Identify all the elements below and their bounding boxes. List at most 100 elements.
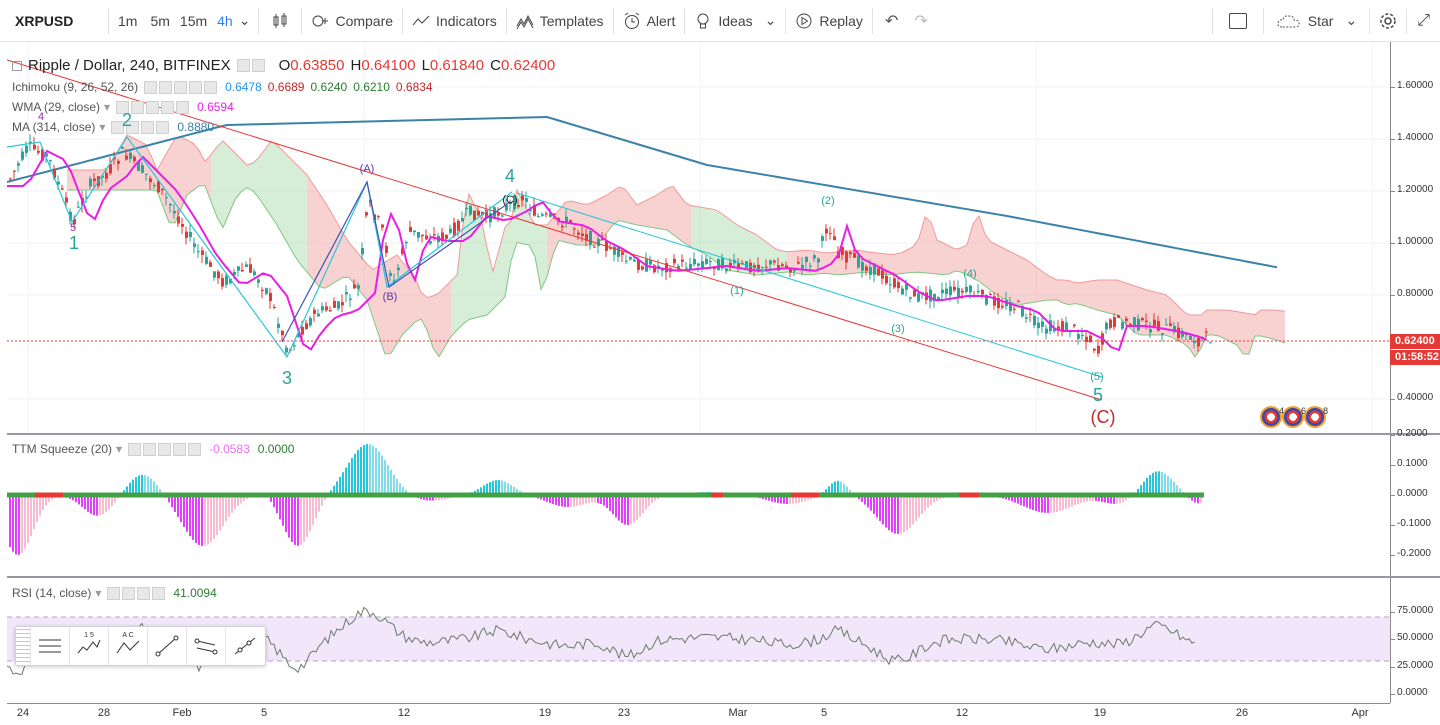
more-icon[interactable]: [173, 442, 187, 456]
close-icon[interactable]: [188, 442, 202, 456]
abc-pattern-tool[interactable]: A C: [108, 627, 147, 665]
star-button[interactable]: Star ⌄: [1264, 0, 1369, 42]
source-icon[interactable]: [158, 442, 172, 456]
rsi-axis[interactable]: 75.0000 50.0000 25.0000 0.0000: [1390, 578, 1440, 703]
wave-sublabel-5b[interactable]: (5): [1090, 371, 1104, 383]
close-icon[interactable]: [204, 80, 218, 94]
squeeze-bar: [27, 495, 29, 544]
wave-label-2[interactable]: 2: [121, 110, 133, 130]
source-icon[interactable]: [146, 100, 160, 114]
timeframe-15m[interactable]: 15m: [179, 12, 208, 29]
chevron-down-icon[interactable]: ▾: [116, 442, 123, 456]
replay-button[interactable]: Replay: [786, 0, 872, 42]
wave-sublabel-b[interactable]: (B): [382, 291, 398, 303]
wave-sublabel-3[interactable]: (3): [891, 323, 905, 335]
wave-label-5[interactable]: 5: [1092, 385, 1104, 405]
close-icon[interactable]: [156, 120, 170, 134]
timeframe-dropdown[interactable]: ⌄: [237, 0, 259, 42]
undo-button[interactable]: ↶: [873, 0, 906, 42]
wave-sublabel-c[interactable]: (C): [502, 194, 518, 206]
drag-handle[interactable]: [16, 627, 30, 665]
close-icon[interactable]: [176, 100, 190, 114]
timeframe-5m[interactable]: 5m: [150, 12, 170, 29]
compare-button[interactable]: Compare: [302, 0, 402, 42]
symbol-search[interactable]: XRPUSD: [15, 12, 74, 29]
settings-icon[interactable]: [143, 442, 157, 456]
squeeze-bar: [501, 480, 503, 495]
timeframe-4h[interactable]: 4h: [217, 12, 233, 29]
timeframe-1m[interactable]: 1m: [118, 12, 138, 29]
settings-icon[interactable]: [251, 59, 265, 72]
eye-icon[interactable]: [128, 442, 142, 456]
squeeze-bar: [333, 485, 335, 495]
wave-sublabel-5[interactable]: 5: [69, 222, 77, 234]
squeeze-bar: [1161, 471, 1163, 495]
squeeze-dot: [563, 492, 568, 498]
squeeze-bar: [885, 495, 887, 528]
pane-divider[interactable]: [7, 576, 1440, 578]
wave-label-3[interactable]: 3: [281, 368, 293, 388]
indicators-button[interactable]: Indicators: [403, 0, 506, 42]
ideas-button[interactable]: Ideas ⌄: [685, 0, 785, 42]
price-axis[interactable]: 1.60000 1.40000 1.20000 1.00000 0.80000 0.400…: [1390, 42, 1440, 433]
flag-icon[interactable]: [1304, 406, 1327, 428]
chevron-down-icon[interactable]: ▾: [95, 586, 102, 600]
settings-icon[interactable]: [159, 80, 173, 94]
more-icon[interactable]: [137, 586, 151, 600]
horizontal-lines-tool[interactable]: [30, 627, 69, 665]
squeeze-chart[interactable]: [7, 435, 1390, 576]
settings-icon[interactable]: [126, 120, 140, 134]
alert-button[interactable]: Alert: [614, 0, 685, 42]
candle: [789, 268, 792, 273]
flag-icon[interactable]: [1282, 406, 1305, 428]
squeeze-legend[interactable]: TTM Squeeze (20) ▾ -0.0583 0.0000: [12, 442, 294, 456]
eye-icon[interactable]: [144, 80, 158, 94]
economic-events[interactable]: 4 6 8: [1260, 406, 1328, 428]
wma-legend[interactable]: WMA (29, close) ▾ 0.6594: [12, 100, 234, 114]
elliott-wave-tool[interactable]: 1 5: [69, 627, 108, 665]
pane-divider[interactable]: [7, 433, 1440, 435]
settings-icon[interactable]: [122, 586, 136, 600]
eye-icon[interactable]: [236, 59, 250, 72]
wave-label-c[interactable]: (C): [1090, 407, 1116, 427]
eye-icon[interactable]: [116, 100, 130, 114]
time-axis[interactable]: 24 28 Feb 5 12 19 23 Mar 5 12 19 26 Apr: [7, 703, 1390, 725]
wave-sublabel-4[interactable]: 4: [37, 111, 45, 123]
fullscreen-button[interactable]: ⤢: [1407, 0, 1440, 42]
eye-icon[interactable]: [107, 586, 121, 600]
squeeze-dot: [699, 492, 704, 498]
more-icon[interactable]: [161, 100, 175, 114]
ray-tool[interactable]: [225, 627, 264, 665]
redo-button[interactable]: ↷: [906, 0, 935, 42]
wave-sublabel-1[interactable]: (1): [730, 285, 744, 297]
chevron-down-icon[interactable]: ▾: [104, 100, 111, 114]
parallel-channel-tool[interactable]: [186, 627, 225, 665]
price-chart[interactable]: [7, 42, 1390, 433]
more-icon[interactable]: [141, 120, 155, 134]
wave-label-4[interactable]: 4: [504, 166, 516, 186]
ohlc-open: 0.63850: [290, 57, 345, 74]
wave-sublabel-4b[interactable]: (4): [963, 268, 977, 280]
ma-legend[interactable]: MA (314, close) ▾ 0.8880: [12, 120, 214, 134]
candle: [737, 263, 740, 268]
trend-line-tool[interactable]: [147, 627, 186, 665]
squeeze-axis[interactable]: 0.2000 0.1000 0.0000 -0.1000 -0.2000: [1390, 428, 1440, 576]
wave-sublabel-a[interactable]: (A): [359, 163, 375, 175]
fullscreen-layout-button[interactable]: [1213, 0, 1263, 42]
candle: [1041, 321, 1044, 327]
rsi-axis-label: 75.0000: [1397, 604, 1434, 616]
settings-icon[interactable]: [131, 100, 145, 114]
flag-icon[interactable]: [1260, 406, 1282, 428]
rsi-legend[interactable]: RSI (14, close) ▾ 41.0094: [12, 586, 217, 600]
settings-button[interactable]: [1370, 0, 1406, 42]
more-icon[interactable]: [189, 80, 203, 94]
ichimoku-legend[interactable]: Ichimoku (9, 26, 52, 26) 0.6478 0.6689 0…: [12, 80, 433, 94]
templates-button[interactable]: Templates: [507, 0, 613, 42]
close-icon[interactable]: [152, 586, 166, 600]
source-icon[interactable]: [174, 80, 188, 94]
wave-label-1[interactable]: 1: [68, 233, 80, 253]
chart-style-button[interactable]: [259, 0, 301, 42]
chevron-down-icon[interactable]: ▾: [99, 120, 106, 134]
wave-sublabel-2[interactable]: (2): [821, 195, 835, 207]
eye-icon[interactable]: [111, 120, 125, 134]
